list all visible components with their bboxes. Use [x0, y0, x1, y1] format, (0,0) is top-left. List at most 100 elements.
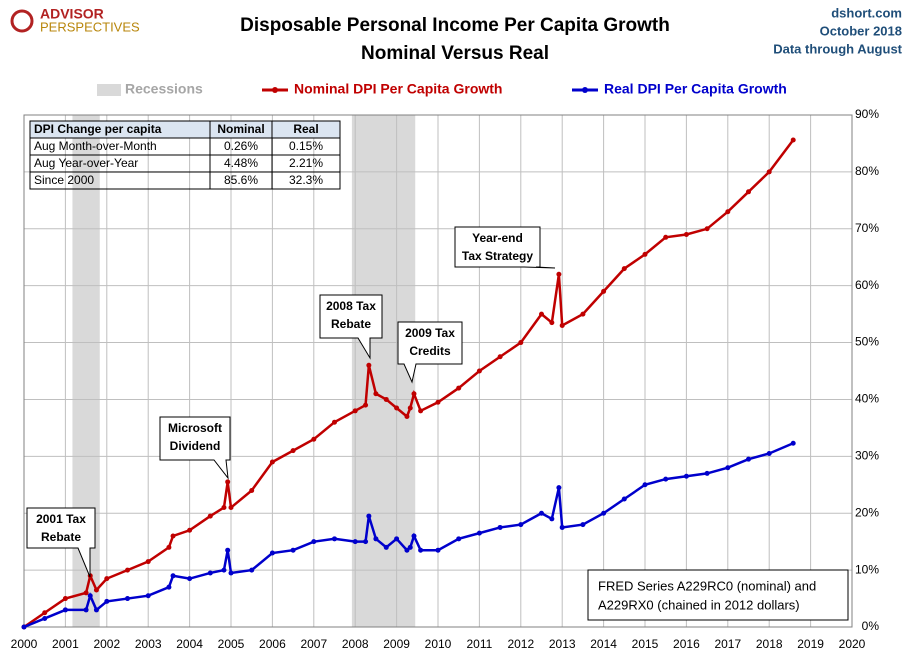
data-point [621, 496, 627, 502]
table-text: 4.48% [224, 156, 258, 170]
chart-title: Nominal Versus Real [361, 43, 549, 64]
data-point [518, 522, 524, 528]
legend-marker [272, 87, 278, 93]
data-point [601, 288, 607, 294]
table-text: Aug Year-over-Year [34, 156, 138, 170]
data-point [704, 226, 710, 232]
callout-text: 2008 Tax [326, 299, 376, 313]
data-point [746, 189, 751, 195]
data-point [556, 271, 562, 277]
x-tick-label: 2006 [259, 637, 286, 651]
data-point [207, 570, 213, 576]
plot-frame [23, 114, 853, 628]
x-tick-label: 2007 [300, 637, 327, 651]
date: October 2018 [820, 23, 902, 38]
y-tick-label: 50% [855, 335, 879, 349]
data-point [435, 399, 441, 405]
y-tick-label: 90% [855, 107, 879, 121]
table-text: Real [293, 122, 318, 136]
data-point [642, 482, 648, 488]
data-point [170, 573, 176, 579]
data-point [249, 567, 255, 573]
table-text: 0.15% [289, 139, 323, 153]
table-cell [271, 171, 341, 190]
data-point [663, 234, 669, 240]
data-point [539, 510, 544, 516]
data-point [221, 505, 227, 511]
data-point [790, 137, 796, 143]
x-tick-label: 2015 [632, 637, 659, 651]
data-point [373, 391, 379, 397]
data-point [21, 624, 27, 630]
x-tick-label: 2011 [466, 637, 492, 651]
data-point [642, 251, 648, 257]
data-point [311, 539, 317, 545]
x-tick-label: 2010 [425, 637, 452, 651]
x-tick-label: 2004 [176, 637, 203, 651]
source-text: A229RX0 (chained in 2012 dollars) [598, 597, 800, 612]
x-tick-label: 2012 [507, 637, 534, 651]
x-tick-label: 2016 [673, 637, 700, 651]
data-point [311, 436, 317, 442]
data-point [207, 513, 213, 519]
data-point [418, 408, 424, 414]
data-point [228, 505, 234, 511]
data-point [332, 419, 337, 425]
legend-marker [582, 87, 588, 93]
data-point [418, 547, 424, 553]
callout-text: Rebate [331, 317, 371, 331]
data-point [404, 547, 410, 553]
data-point [407, 405, 413, 411]
data-point [145, 559, 151, 565]
table-text: 0.26% [224, 139, 258, 153]
data-point [404, 414, 410, 420]
data-point [249, 487, 255, 493]
data-point [363, 539, 369, 545]
data-point [476, 368, 482, 374]
y-tick-label: 30% [855, 449, 879, 463]
data-point [411, 391, 417, 397]
data-point [187, 576, 193, 582]
y-tick-label: 40% [855, 392, 879, 406]
table-text: Since 2000 [34, 173, 94, 187]
legend-label: Recessions [125, 81, 203, 97]
x-tick-label: 2020 [839, 637, 866, 651]
data-point [269, 459, 275, 465]
data-point [549, 516, 555, 522]
data-point [363, 402, 369, 408]
data-point [497, 354, 503, 360]
data-point [476, 530, 482, 536]
table-text: Nominal [217, 122, 264, 136]
data-point [411, 533, 417, 539]
table-text: 85.6% [224, 173, 258, 187]
data-point [663, 476, 669, 482]
data-point [556, 485, 562, 491]
y-tick-label: 70% [855, 221, 879, 235]
data-point [269, 550, 275, 556]
table-text: Aug Month-over-Month [34, 139, 157, 153]
data-point [83, 590, 89, 596]
data-point [621, 266, 627, 272]
note: Data through August [773, 41, 902, 56]
data-point [170, 533, 176, 539]
callout-box [454, 226, 556, 269]
table-header-bg [30, 121, 340, 138]
data-point [704, 470, 710, 476]
data-point [683, 473, 689, 479]
logo: PERSPECTIVES [40, 19, 140, 34]
callout-text: Rebate [41, 530, 81, 544]
y-tick-label: 0% [862, 619, 880, 633]
data-point [383, 396, 389, 402]
data-point [366, 362, 372, 368]
data-point [456, 385, 462, 391]
data-point [559, 322, 565, 328]
data-point [228, 570, 234, 576]
data-point [221, 567, 227, 573]
y-tick-label: 10% [855, 562, 879, 576]
data-point [766, 169, 772, 175]
data-point [352, 539, 358, 545]
callout-text: Year-end [472, 231, 523, 245]
x-tick-label: 2018 [756, 637, 783, 651]
source-text: FRED Series A229RC0 (nominal) and [598, 578, 816, 593]
data-point [332, 536, 337, 542]
